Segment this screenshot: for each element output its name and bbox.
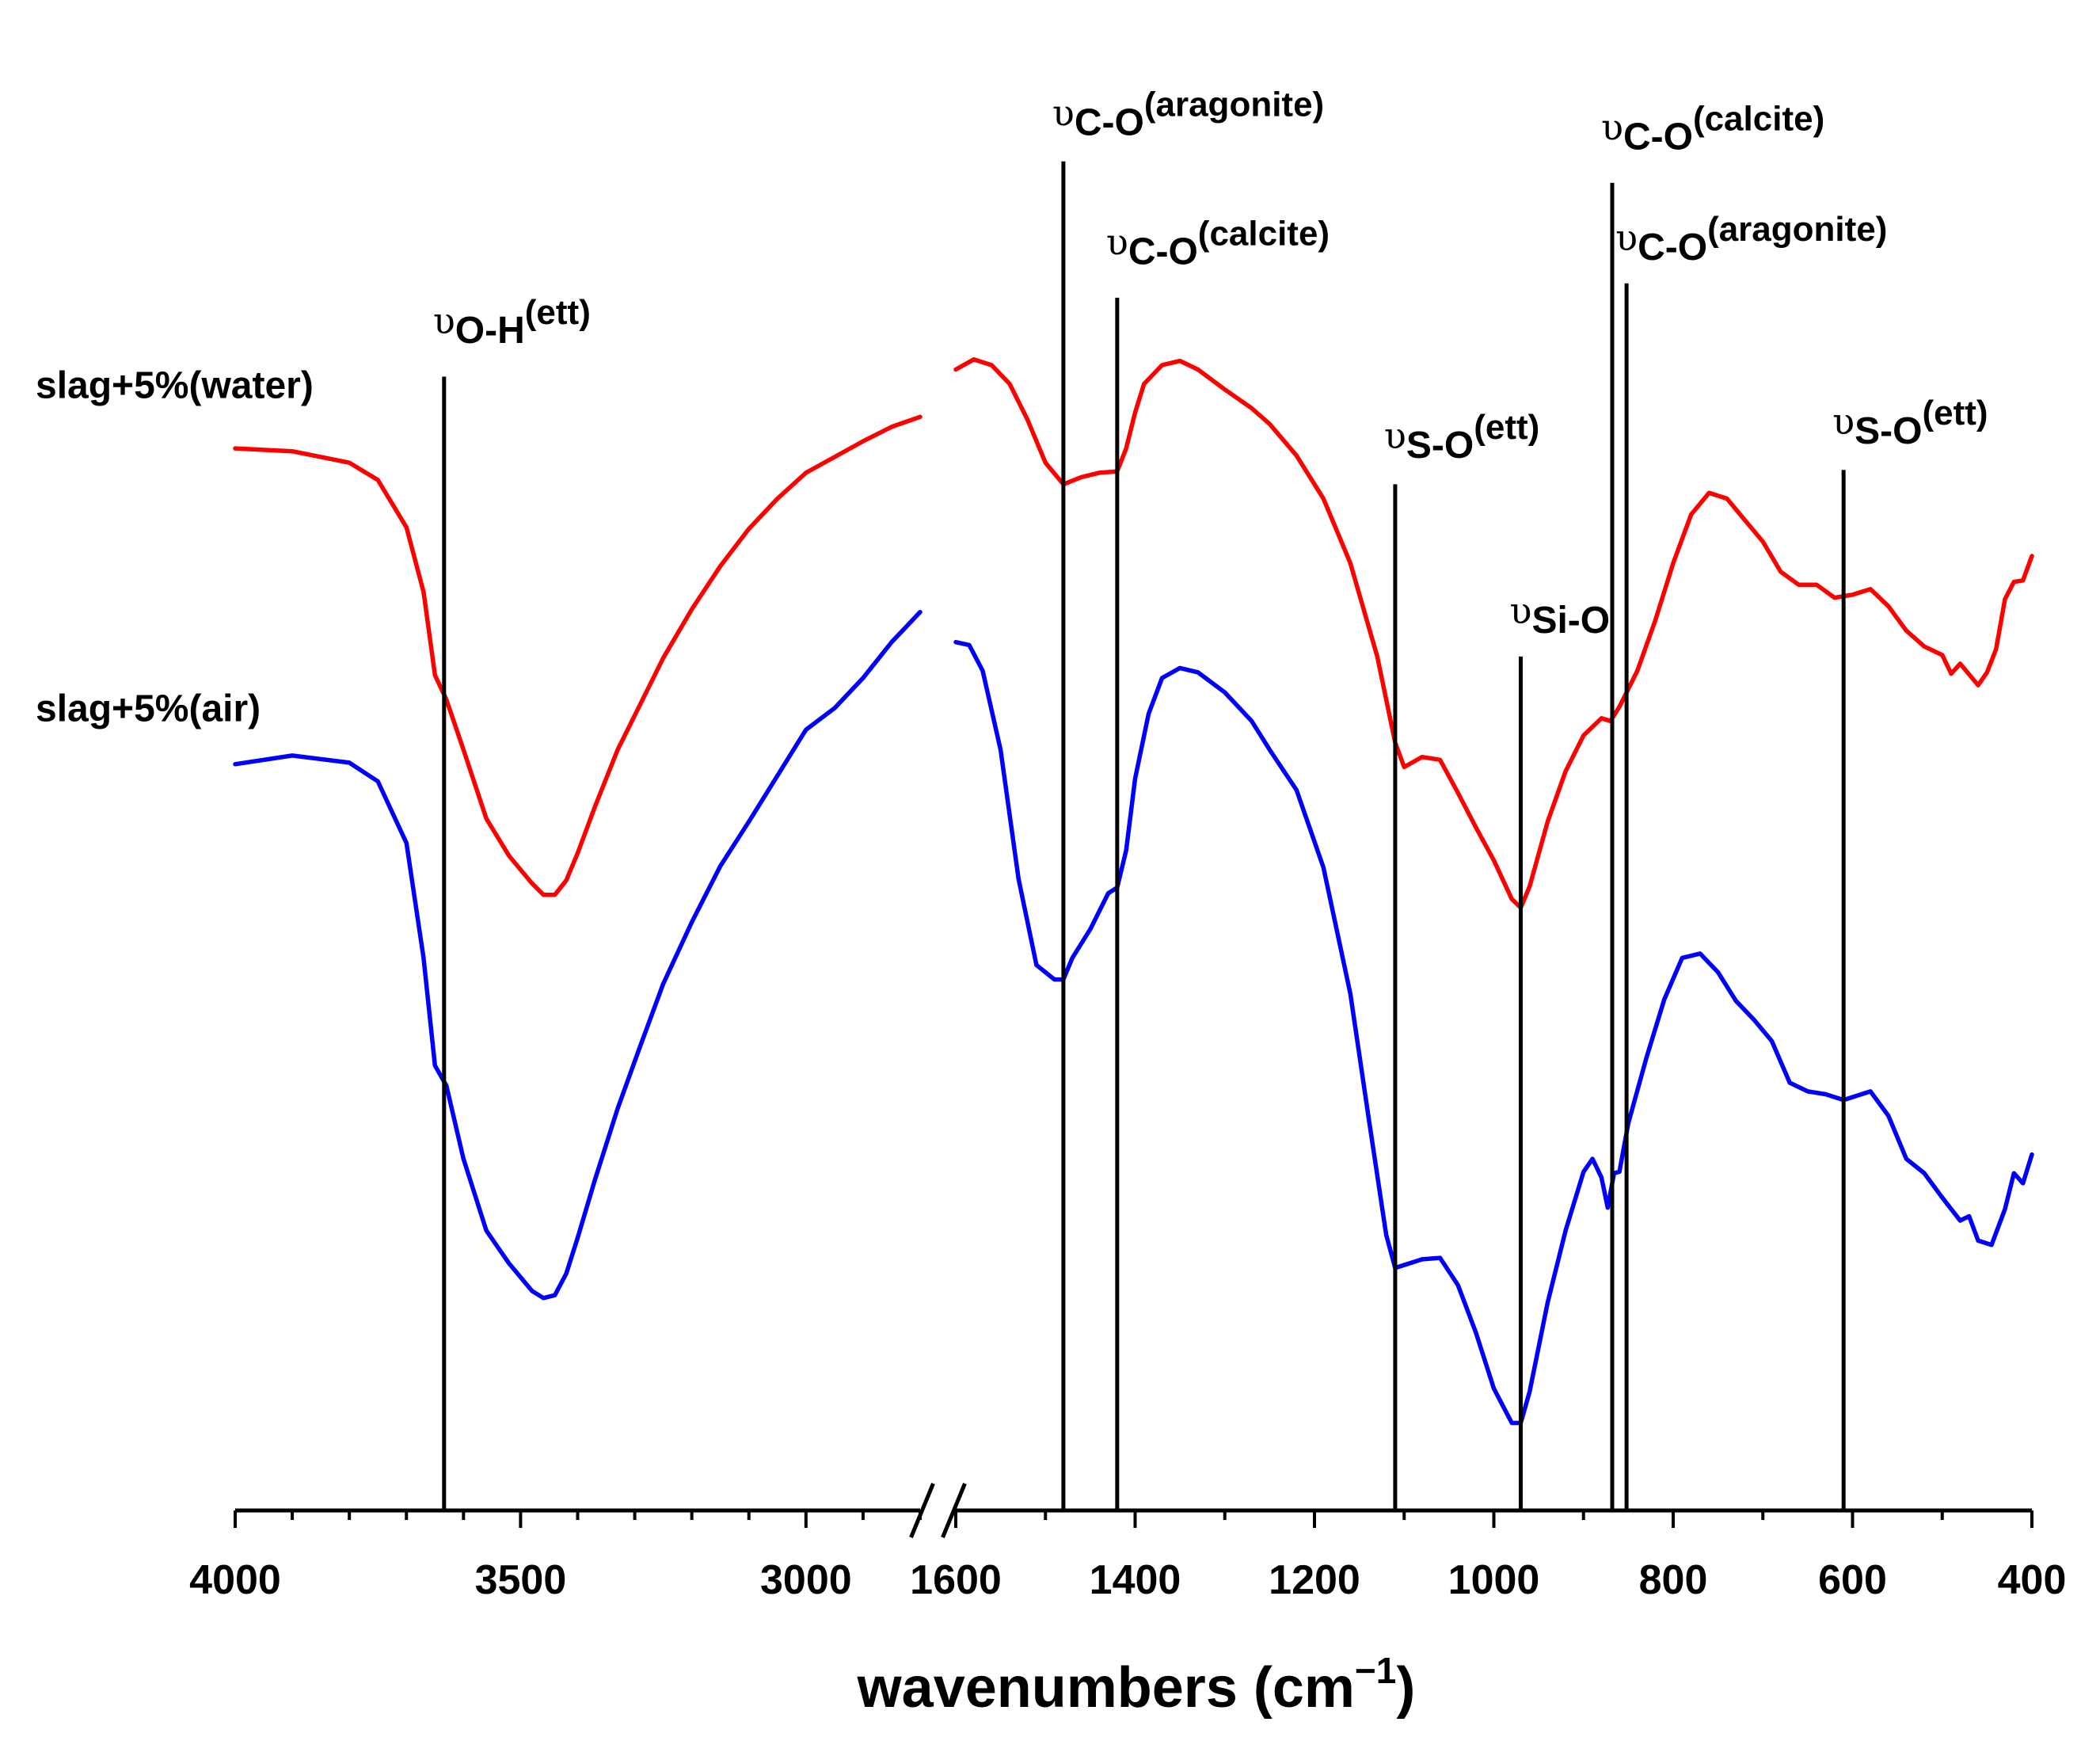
peak-label-1: υO-H(ett) <box>433 293 591 352</box>
tick-label-600: 600 <box>1818 1557 1887 1603</box>
peak-label-assignment: (aragonite) <box>1144 85 1324 124</box>
series-layer <box>233 357 2034 1426</box>
peak-label-nu: υ <box>1832 400 1855 443</box>
peak-label-nu: υ <box>1509 589 1531 632</box>
tick-label-400: 400 <box>1998 1557 2067 1603</box>
peak-label-nu: υ <box>1106 221 1128 264</box>
series-line-water-part-1 <box>233 414 923 897</box>
peak-annotations: υO-H(ett)υC-O(aragonite)υC-O(calcite)υS-… <box>433 85 1988 1510</box>
x-axis-title: wavenumbers (cm−1) <box>857 1650 1416 1720</box>
peak-label-bond: Si-O <box>1531 600 1610 642</box>
x-axis-title-sup: −1 <box>1355 1650 1396 1691</box>
peak-label-bond: O-H <box>455 310 525 352</box>
tick-label-1000: 1000 <box>1448 1557 1540 1603</box>
axis-break-mark-1 <box>909 1483 935 1538</box>
peak-label-assignment: (aragonite) <box>1707 210 1887 249</box>
peak-label-nu: υ <box>1384 414 1406 457</box>
peak-label-4: υS-O(ett) <box>1384 408 1539 467</box>
tick-label-800: 800 <box>1639 1557 1708 1603</box>
peak-label-3: υC-O(calcite) <box>1106 215 1330 273</box>
x-axis-title-close: ) <box>1396 1656 1415 1720</box>
peak-label-assignment: (calcite) <box>1198 215 1330 253</box>
tick-label-1600: 1600 <box>910 1557 1002 1603</box>
series-label-water: slag+5%(water) <box>36 365 314 407</box>
peak-label-nu: υ <box>1052 91 1075 134</box>
series-line-water-part-2 <box>953 357 2034 910</box>
peak-label-bond: S-O <box>1855 410 1922 452</box>
peak-label-2: υC-O(aragonite) <box>1052 85 1324 143</box>
series-line-air-part-1 <box>233 609 923 1301</box>
peak-label-assignment: (ett) <box>525 293 591 332</box>
peak-label-bond: C-O <box>1075 101 1144 143</box>
x-axis-title-main: wavenumbers (cm <box>857 1656 1355 1720</box>
peak-label-assignment: (calcite) <box>1693 100 1824 139</box>
axis-break-mark-2 <box>941 1483 967 1538</box>
tick-label-1400: 1400 <box>1090 1557 1181 1603</box>
peak-label-bond: C-O <box>1638 227 1707 269</box>
peak-label-6: υC-O(calcite) <box>1601 100 1824 158</box>
peak-label-bond: C-O <box>1623 116 1693 158</box>
peak-label-nu: υ <box>1601 106 1623 149</box>
peak-label-nu: υ <box>1615 216 1638 259</box>
series-labels: slag+5%(water) slag+5%(air) <box>36 365 314 730</box>
tick-label-4000: 4000 <box>189 1557 281 1603</box>
tick-label-1200: 1200 <box>1269 1557 1360 1603</box>
tick-label-3000: 3000 <box>760 1557 852 1603</box>
peak-label-7: υC-O(aragonite) <box>1615 210 1887 269</box>
peak-label-bond: S-O <box>1406 425 1474 467</box>
peak-label-8: υS-O(ett) <box>1832 394 1988 452</box>
peak-label-assignment: (ett) <box>1474 408 1539 447</box>
x-axis: 4000 3500 3000 1600 1400 1200 1000 800 600 400 <box>189 1483 2067 1603</box>
peak-label-nu: υ <box>433 299 455 342</box>
peak-label-5: υSi-O <box>1509 589 1610 642</box>
series-line-air-part-2 <box>953 639 2034 1426</box>
peak-label-assignment: (ett) <box>1922 394 1988 432</box>
tick-label-3500: 3500 <box>475 1557 567 1603</box>
series-label-air: slag+5%(air) <box>36 688 261 729</box>
peak-label-bond: C-O <box>1128 231 1198 273</box>
